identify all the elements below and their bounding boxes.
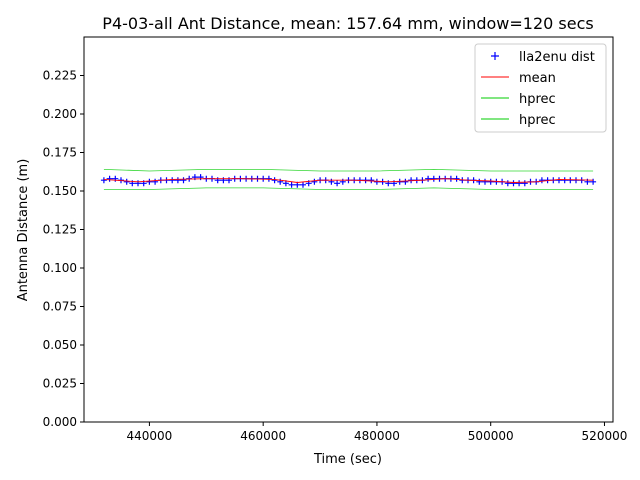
y-tick-label: 0.100 — [43, 261, 77, 275]
legend-label: lla2enu dist — [519, 50, 595, 65]
x-axis-label: Time (sec) — [313, 452, 382, 467]
y-tick-label: 0.225 — [43, 69, 77, 83]
legend-marker — [491, 52, 499, 60]
scatter-points — [100, 174, 597, 188]
y-tick-label: 0.150 — [43, 184, 77, 198]
data-point — [311, 178, 318, 185]
data-point — [152, 178, 159, 185]
data-point — [146, 178, 153, 185]
data-point — [135, 180, 141, 187]
data-point — [538, 177, 545, 184]
data-point — [271, 177, 278, 184]
data-point — [220, 177, 227, 184]
data-point — [425, 175, 432, 182]
x-tick-label: 480000 — [354, 429, 400, 443]
data-point — [339, 178, 346, 185]
y-axis: 0.000 0.025 0.050 0.075 0.100 0.125 0.150 0.175… — [43, 69, 84, 429]
data-point — [169, 177, 176, 184]
y-tick-label: 0.125 — [43, 223, 77, 237]
mean-series-line — [103, 178, 594, 183]
y-tick-label: 0.075 — [43, 300, 77, 314]
mean-line — [103, 178, 594, 183]
data-point — [368, 177, 375, 184]
y-tick-label: 0.025 — [43, 377, 77, 391]
data-point — [123, 178, 130, 185]
data-point — [482, 178, 488, 185]
x-tick-label: 500000 — [468, 429, 514, 443]
hprec-line — [103, 187, 594, 190]
legend-label: hprec — [519, 92, 556, 107]
x-axis: 440000 460000 480000 500000 520000 — [127, 422, 628, 443]
data-point — [561, 177, 568, 184]
x-tick-label: 440000 — [127, 429, 173, 443]
hprec-line — [103, 168, 594, 172]
data-point — [521, 180, 528, 187]
data-point — [100, 177, 107, 184]
data-point — [214, 177, 221, 184]
hprec-lines — [103, 168, 594, 190]
data-point — [174, 177, 181, 184]
data-point — [106, 175, 113, 182]
data-point — [556, 177, 562, 184]
y-tick-label: 0.050 — [43, 338, 77, 352]
data-point — [334, 180, 341, 187]
data-point — [328, 178, 335, 185]
plot-area — [100, 168, 597, 190]
y-tick-label: 0.000 — [43, 415, 77, 429]
chart-title: P4-03-all Ant Distance, mean: 157.64 mm,… — [102, 14, 593, 33]
legend-label: hprec — [519, 113, 556, 128]
data-point — [590, 178, 597, 185]
data-point — [504, 180, 511, 187]
data-point — [516, 180, 523, 187]
data-point — [402, 178, 409, 185]
data-point — [265, 175, 272, 182]
data-point — [510, 180, 517, 187]
legend-box — [474, 43, 607, 133]
y-tick-label: 0.200 — [43, 107, 77, 121]
y-axis-label: Antenna Distance (m) — [16, 159, 31, 302]
data-point — [112, 175, 119, 182]
data-point — [385, 180, 392, 187]
x-tick-label: 460000 — [240, 429, 286, 443]
legend: lla2enu dist mean hprec hprec — [474, 43, 607, 133]
data-point — [487, 178, 494, 185]
data-point — [476, 178, 483, 185]
data-point — [430, 175, 437, 182]
legend-label: mean — [519, 71, 556, 86]
data-point — [288, 181, 295, 188]
data-point — [180, 177, 187, 184]
data-point — [567, 177, 574, 184]
data-point — [226, 177, 232, 184]
data-point — [300, 181, 306, 188]
x-tick-label: 520000 — [582, 429, 628, 443]
y-tick-label: 0.175 — [43, 146, 77, 160]
data-point — [453, 175, 460, 182]
